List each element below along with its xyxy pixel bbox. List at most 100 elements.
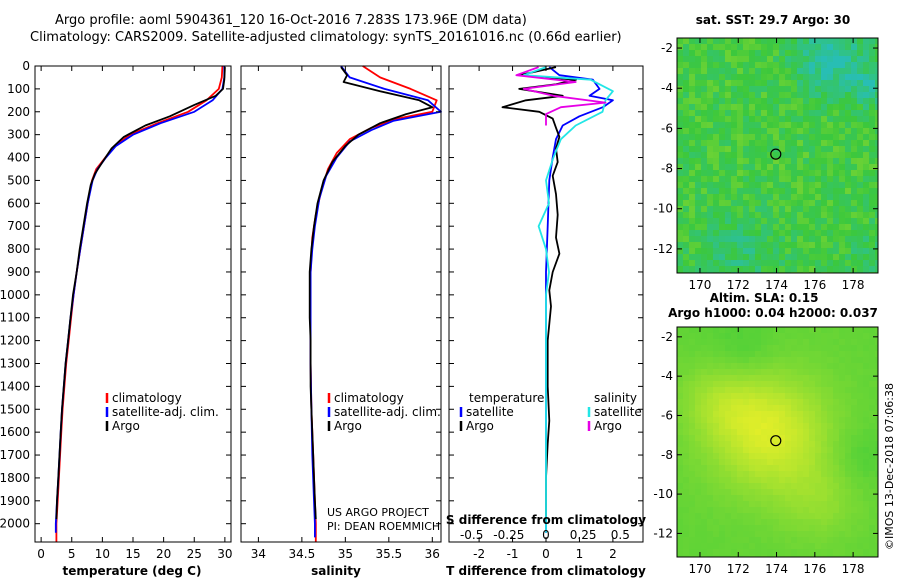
sla_map-ytick-label: -2 [661, 330, 673, 344]
sla_map-cell [851, 543, 857, 549]
sst_map-cell [773, 218, 779, 224]
sst_map-cell [827, 206, 833, 212]
sst_map-cell [743, 230, 749, 236]
sla_map-cell [719, 447, 725, 453]
sst_map-cell [857, 212, 863, 218]
sst_map-cell [773, 170, 779, 176]
sla_map-cell [713, 537, 719, 543]
sst_map-cell [845, 242, 851, 248]
sst_map-cell [719, 248, 725, 254]
sla_map-cell [809, 405, 815, 411]
sla_map-cell [767, 543, 773, 549]
sla_map-cell [707, 513, 713, 519]
sla_map-cell [851, 435, 857, 441]
sla_map-cell [875, 375, 878, 381]
sst_map-cell [839, 128, 845, 134]
sst_map-cell [869, 92, 875, 98]
sst_map-cell [713, 224, 719, 230]
sst_map-cell [869, 206, 875, 212]
sla_map-cell [683, 465, 689, 471]
sst_map-cell [857, 164, 863, 170]
sla_map-cell [689, 483, 695, 489]
sla_map-cell [737, 501, 743, 507]
sst_map-cell [791, 170, 797, 176]
sst_map-cell [731, 188, 737, 194]
sst_map-cell [803, 242, 809, 248]
sla_map-cell [725, 351, 731, 357]
sla_map-cell [743, 453, 749, 459]
sla_map-cell [809, 369, 815, 375]
sst_map-cell [833, 140, 839, 146]
sla_map-cell [683, 483, 689, 489]
sst_map-cell [743, 218, 749, 224]
sla_map-cell [719, 465, 725, 471]
sla_map-cell [821, 441, 827, 447]
sla_map-cell [845, 555, 851, 557]
sla_map-cell [869, 387, 875, 393]
sla_map-cell [689, 459, 695, 465]
sla_map-cell [863, 369, 869, 375]
sla_map-cell [821, 501, 827, 507]
sst_map-cell [773, 122, 779, 128]
sla_map-cell [875, 393, 878, 399]
sla_map-cell [809, 375, 815, 381]
sla_map-cell [851, 453, 857, 459]
sst_map-cell [707, 86, 713, 92]
sst_map-cell [731, 254, 737, 260]
sst_map-cell [749, 158, 755, 164]
sst_map-cell [755, 254, 761, 260]
sst_map-cell [821, 260, 827, 266]
sst_map-cell [845, 80, 851, 86]
sst_map-cell [791, 146, 797, 152]
sst_map-cell [785, 86, 791, 92]
sst_map-cell [689, 158, 695, 164]
sla_map-cell [695, 435, 701, 441]
sla_map-cell [833, 357, 839, 363]
sst_map-cell [809, 140, 815, 146]
sst_map-cell [833, 122, 839, 128]
sla_map-cell [755, 435, 761, 441]
sst_map-cell [839, 92, 845, 98]
sla_map-cell [857, 489, 863, 495]
sla_map-cell [845, 375, 851, 381]
sla_map-cell [875, 513, 878, 519]
sst_map-cell [707, 200, 713, 206]
sla_map-cell [779, 447, 785, 453]
sla_map-cell [725, 453, 731, 459]
sla_map-cell [791, 477, 797, 483]
sla_map-cell [857, 543, 863, 549]
sst_map-cell [707, 158, 713, 164]
sst_map-cell [707, 80, 713, 86]
sla_map-cell [797, 531, 803, 537]
sla_map-cell [701, 507, 707, 513]
sla_map-cell [851, 549, 857, 555]
sst_map-cell [857, 218, 863, 224]
sla_map-cell [737, 369, 743, 375]
salinity-xtick-label: 34.5 [289, 547, 316, 561]
sla_map-cell [767, 393, 773, 399]
sst_map-cell [779, 188, 785, 194]
sst_map-cell [863, 128, 869, 134]
sla_map-cell [851, 423, 857, 429]
sst_map-cell [797, 266, 803, 272]
sst_map-cell [785, 38, 791, 44]
sst_map-cell [743, 200, 749, 206]
sla_map-cell [875, 429, 878, 435]
sla_map-cell [815, 507, 821, 513]
sla_map-cell [731, 411, 737, 417]
sst_map-cell [701, 170, 707, 176]
salinity-xtick-label: 36 [425, 547, 440, 561]
sla_map-cell [767, 429, 773, 435]
sst_map-cell [809, 80, 815, 86]
sst_map-cell [791, 230, 797, 236]
sst_map-cell [743, 122, 749, 128]
sst_map-cell [755, 194, 761, 200]
sla_map-cell [779, 375, 785, 381]
sla_map-cell [713, 417, 719, 423]
sst_map-cell [857, 134, 863, 140]
sst_map-cell [839, 80, 845, 86]
sla_map-cell [785, 345, 791, 351]
sst_map-cell [737, 266, 743, 272]
sla_map-cell [755, 525, 761, 531]
sst_map-cell [707, 128, 713, 134]
